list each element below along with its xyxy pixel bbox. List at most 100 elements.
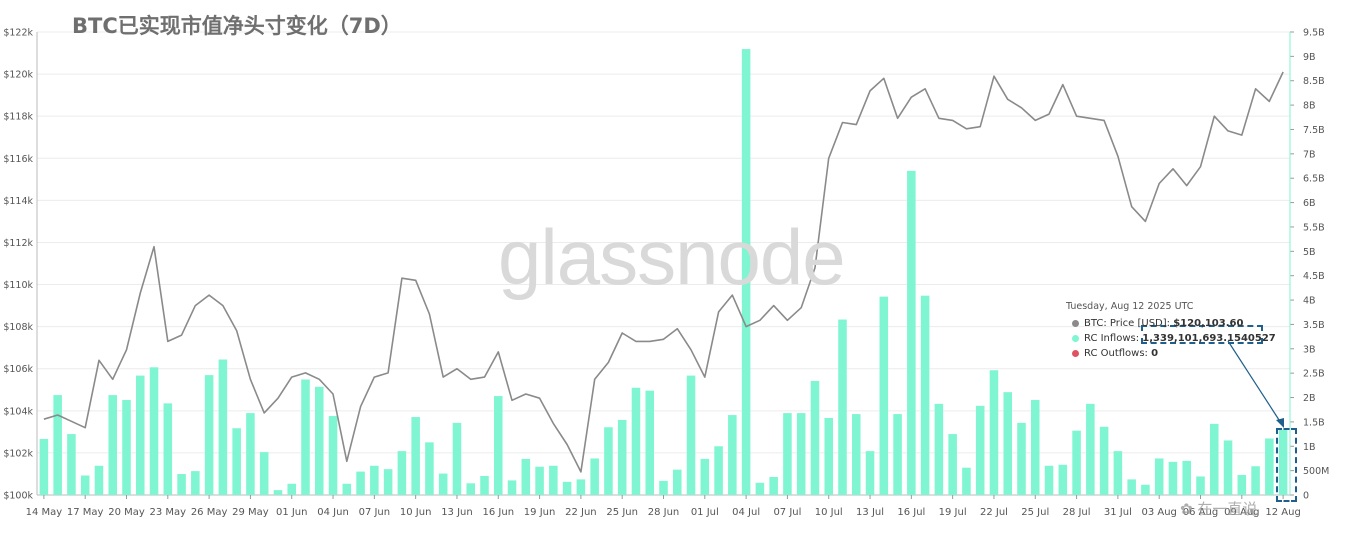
- inflow-bar: [425, 442, 434, 495]
- highlight-box-last-bar: [1276, 428, 1297, 502]
- inflow-bar: [838, 319, 847, 495]
- inflow-bar: [149, 367, 159, 495]
- inflow-bar: [865, 451, 875, 495]
- inflow-bar: [728, 415, 737, 495]
- x-tick-label: 13 Jul: [856, 507, 884, 518]
- inflow-bar: [1141, 484, 1150, 495]
- inflow-bar: [204, 375, 214, 495]
- inflow-bar: [934, 403, 944, 495]
- inflow-bar: [879, 296, 889, 495]
- x-tick-label: 29 May: [232, 507, 269, 518]
- x-tick-label: 14 May: [26, 507, 63, 518]
- x-tick-label: 23 May: [150, 507, 187, 518]
- tooltip-value-price: $120,103.60: [1173, 318, 1244, 329]
- y-tick-label-right: 8B: [1303, 101, 1316, 112]
- inflow-bar: [1099, 426, 1109, 495]
- inflow-bar: [549, 465, 558, 495]
- y-tick-label-right: 4B: [1303, 296, 1316, 307]
- y-tick-label-right: 3.5B: [1303, 320, 1325, 331]
- x-tick-label: 16 Jul: [897, 507, 925, 518]
- inflow-bar: [1196, 476, 1205, 495]
- inflow-bar: [810, 380, 820, 495]
- x-tick-label: 28 Jul: [1063, 507, 1091, 518]
- inflow-bar: [673, 469, 682, 495]
- inflow-bar: [356, 471, 365, 495]
- x-tick-label: 01 Jun: [276, 507, 308, 518]
- inflow-bar: [315, 386, 324, 495]
- inflow-bar: [1251, 466, 1260, 495]
- inflow-bar: [521, 458, 531, 495]
- outflow-dot-icon: [1072, 350, 1079, 357]
- x-tick-label: 26 May: [191, 507, 228, 518]
- inflow-bar: [645, 390, 654, 495]
- y-tick-label-right: 2B: [1303, 393, 1316, 404]
- inflow-bar: [617, 419, 627, 495]
- y-tick-label-left: $102k: [3, 448, 33, 459]
- inflow-bar: [67, 434, 76, 495]
- tooltip-row-price: BTC: Price [USD]: $120,103.60: [1066, 316, 1276, 331]
- inflow-bar: [438, 473, 448, 495]
- inflow-bar: [452, 422, 462, 495]
- x-tick-label: 12 Aug: [1265, 507, 1300, 518]
- y-tick-label-left: $108k: [3, 322, 33, 333]
- corner-watermark: ✿ 在一直说: [1180, 500, 1258, 518]
- inflow-bar: [852, 414, 861, 495]
- y-tick-label-right: 5.5B: [1303, 222, 1325, 233]
- inflow-bar: [1017, 422, 1026, 495]
- tooltip-label-inflows: RC Inflows:: [1084, 333, 1143, 344]
- page-title: BTC已实现市值净头寸变化（7D）: [72, 14, 402, 38]
- y-tick-label-left: $112k: [3, 238, 33, 249]
- inflow-bar: [191, 471, 200, 495]
- inflow-bar: [94, 465, 104, 495]
- inflow-bar: [989, 370, 999, 495]
- inflow-bar: [1154, 458, 1164, 495]
- inflow-bar: [1058, 464, 1068, 495]
- x-tick-label: 07 Jun: [359, 507, 391, 518]
- y-tick-label-left: $104k: [3, 406, 33, 417]
- highlight-box-tooltip-value: [1141, 325, 1263, 344]
- y-tick-label-right: 0: [1303, 491, 1309, 502]
- x-tick-label: 04 Jul: [732, 507, 760, 518]
- y-tick-label-right: 6B: [1303, 198, 1316, 209]
- inflow-bar: [397, 451, 407, 495]
- inflow-bar: [177, 474, 186, 495]
- y-tick-label-left: $118k: [3, 112, 33, 123]
- inflow-bar: [1072, 430, 1081, 495]
- y-tick-label-right: 1.5B: [1303, 417, 1325, 428]
- inflow-bar: [893, 414, 902, 495]
- inflow-bar: [259, 452, 269, 495]
- price-dot-icon: [1072, 320, 1079, 327]
- x-tick-label: 19 Jul: [939, 507, 967, 518]
- x-tick-label: 07 Jul: [773, 507, 801, 518]
- inflow-bar: [659, 480, 668, 495]
- tooltip-label-price: BTC: Price [USD]:: [1084, 318, 1174, 329]
- inflow-bar: [686, 375, 696, 495]
- y-tick-label-right: 1B: [1303, 442, 1316, 453]
- inflow-bar: [287, 483, 296, 495]
- x-tick-label: 22 Jun: [565, 507, 597, 518]
- inflow-bar: [1182, 460, 1191, 495]
- inflow-bar: [975, 405, 985, 495]
- inflow-bar: [411, 417, 420, 495]
- y-tick-label-right: 9B: [1303, 52, 1316, 63]
- inflow-bar: [507, 480, 517, 495]
- y-tick-label-right: 3B: [1303, 344, 1316, 355]
- price-line: [43, 71, 1284, 473]
- y-tick-label-left: $120k: [3, 70, 33, 81]
- inflow-bar: [1210, 423, 1219, 495]
- tooltip-value-outflows: 0: [1151, 348, 1159, 359]
- inflow-bar: [700, 458, 710, 495]
- inflow-bar: [907, 170, 916, 495]
- inflow-bar: [535, 466, 544, 495]
- watermark: glassnode: [498, 213, 846, 301]
- x-tick-label: 20 May: [108, 507, 145, 518]
- tooltip-label-outflows: RC Outflows:: [1084, 348, 1152, 359]
- inflow-bar: [769, 476, 778, 495]
- tooltip-row-inflows: RC Inflows: 1,339,101,693.1540527: [1066, 331, 1276, 346]
- inflow-bar: [273, 490, 283, 495]
- x-tick-label: 10 Jun: [400, 507, 432, 518]
- x-tick-label: 17 May: [67, 507, 104, 518]
- x-tick-label: 06 Aug: [1183, 507, 1218, 518]
- y-tick-label-left: $122k: [3, 28, 33, 39]
- y-tick-label-left: $110k: [3, 280, 33, 291]
